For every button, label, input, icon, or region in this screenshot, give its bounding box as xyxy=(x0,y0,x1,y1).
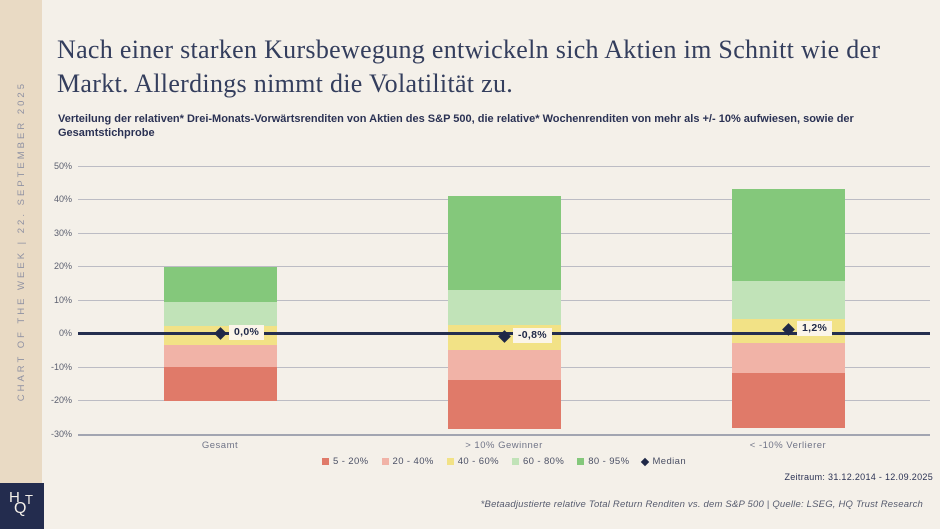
bar-segment-80-95% xyxy=(163,266,277,302)
legend-item: 20 - 40% xyxy=(381,456,434,467)
legend-item: 60 - 80% xyxy=(511,456,565,467)
category-label: < -10% Verlierer xyxy=(749,440,827,451)
legend-item: 40 - 60% xyxy=(446,456,499,467)
y-axis-tick-label: 40% xyxy=(53,194,72,204)
legend-swatch-icon xyxy=(321,458,329,465)
legend-label: Median xyxy=(652,456,687,467)
legend-item: Median xyxy=(641,456,687,467)
bar-segment-5-20% xyxy=(447,379,561,430)
bar-segment-80-95% xyxy=(731,189,845,281)
legend-label: 80 - 95% xyxy=(588,456,630,467)
y-axis-tick-label: 50% xyxy=(53,160,72,171)
bar-segment-5-20% xyxy=(163,367,277,401)
legend-item: 80 - 95% xyxy=(577,456,629,467)
bar-segment-20-40% xyxy=(731,342,845,373)
bar-segment-60-80% xyxy=(163,301,277,326)
legend-label: 20 - 40% xyxy=(392,456,434,467)
logo-letter-t: T xyxy=(25,492,33,507)
gridline xyxy=(78,433,930,436)
chart-legend: 5 - 20% 20 - 40% 40 - 60% 60 - 80% 80 - 95% M… xyxy=(78,456,930,467)
legend-swatch-icon xyxy=(511,458,519,465)
legend-label: 5 - 20% xyxy=(332,456,369,467)
page-title: Nach einer starken Kursbewegung entwicke… xyxy=(57,35,881,98)
legend-diamond-icon xyxy=(641,457,650,466)
logo-letter-q: Q xyxy=(14,500,27,517)
logo-letter-h: H xyxy=(9,489,20,506)
source-footnote: *Betaadjustierte relative Total Return R… xyxy=(480,499,923,510)
hq-trust-logo: H T Q xyxy=(0,483,44,529)
gridline xyxy=(78,165,930,167)
legend-label: 40 - 60% xyxy=(457,456,499,467)
time-period-note: Zeitraum: 31.12.2014 - 12.09.2025 xyxy=(784,472,933,482)
median-value-label: 1,2% xyxy=(797,320,833,336)
y-axis-tick-label: 30% xyxy=(53,227,72,238)
category-label: > 10% Gewinner xyxy=(465,440,543,451)
y-axis-tick-label: 20% xyxy=(53,261,72,271)
y-axis-tick-label: 0% xyxy=(58,328,72,338)
y-axis-tick-label: -30% xyxy=(50,428,72,439)
legend-label: 60 - 80% xyxy=(522,456,565,467)
bar-segment-60-80% xyxy=(447,289,561,326)
y-axis-tick-label: -20% xyxy=(50,395,72,405)
y-axis-tick-label: -10% xyxy=(50,361,72,372)
bar-segment-60-80% xyxy=(731,280,845,320)
legend-swatch-icon xyxy=(381,458,389,465)
category-label: Gesamt xyxy=(201,440,239,451)
bar-segment-80-95% xyxy=(447,195,561,290)
chart-subtitle: Verteilung der relativen* Drei-Monats-Vo… xyxy=(58,113,854,139)
y-axis-tick-label: 10% xyxy=(53,294,72,305)
median-value-label: 0,0% xyxy=(229,325,265,340)
legend-item: 5 - 20% xyxy=(321,456,369,467)
median-value-label: -0,8% xyxy=(513,327,552,343)
bar-segment-20-40% xyxy=(447,349,561,380)
legend-swatch-icon xyxy=(446,458,454,465)
legend-swatch-icon xyxy=(577,458,585,465)
bar-segment-5-20% xyxy=(731,372,845,429)
sidebar: CHART OF THE WEEK | 22. SEPTEMBER 2025 H… xyxy=(0,0,44,529)
bar-segment-20-40% xyxy=(163,344,277,367)
